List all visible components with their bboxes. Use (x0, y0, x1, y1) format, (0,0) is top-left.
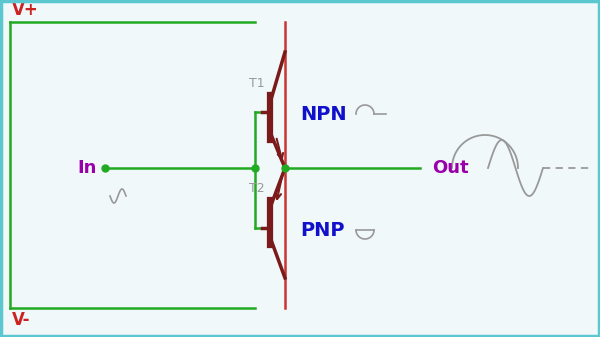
Text: V-: V- (12, 311, 31, 329)
Text: T1: T1 (250, 77, 265, 90)
Text: In: In (77, 159, 97, 177)
Text: NPN: NPN (300, 104, 347, 123)
Text: V+: V+ (12, 1, 39, 19)
Text: Out: Out (432, 159, 469, 177)
Text: T2: T2 (250, 182, 265, 195)
Text: PNP: PNP (300, 220, 344, 240)
